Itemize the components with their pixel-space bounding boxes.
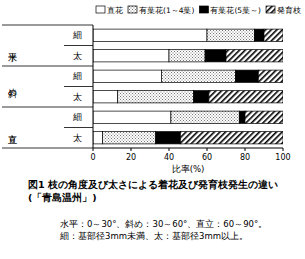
legend-label: 発育枝 <box>277 6 301 15</box>
bar-segment <box>209 91 283 103</box>
bar-segment <box>226 50 283 62</box>
x-tick-label: 100 <box>275 153 290 162</box>
bar-segment <box>180 132 283 144</box>
caption: 図1 枝の角度及び太さによる着花及び発育枝発生の違い(「青島温州」) <box>28 178 298 204</box>
x-axis-label: 比率(%) <box>172 164 205 174</box>
x-tick <box>283 148 284 151</box>
x-tick-label: 40 <box>164 153 174 162</box>
category-label: 太 <box>73 92 82 102</box>
bar-segment <box>161 70 235 82</box>
bar-segment <box>169 50 205 62</box>
bar-segment <box>93 111 171 123</box>
group-label: 直立 <box>6 135 15 144</box>
bar-segment <box>207 29 255 41</box>
legend-swatch <box>266 6 275 13</box>
group-separator <box>2 25 93 26</box>
bar-segment <box>171 111 239 123</box>
x-tick <box>169 148 170 151</box>
notes: 水平：0～30°、斜め：30～60°、直立：60～90°。細：基部径3mm未満、… <box>60 218 305 242</box>
bar-segment <box>205 50 226 62</box>
bar-segment <box>245 111 283 123</box>
bar-segment <box>93 29 207 41</box>
category-separator <box>64 86 93 87</box>
category-label: 太 <box>73 133 82 143</box>
annotation: 水平：0～30°、斜め：30～60°、直立：60～90°。 <box>60 218 305 230</box>
x-tick-label: 20 <box>126 153 136 162</box>
legend-label: 直花 <box>107 6 123 15</box>
legend-label: 有葉花(1～4葉) <box>139 6 194 15</box>
bar-segment <box>156 132 181 144</box>
group-separator <box>2 107 93 108</box>
group-label: 斜め <box>6 82 17 99</box>
bar-segment <box>93 91 118 103</box>
category-label: 細 <box>72 112 82 122</box>
chart: 直花 有葉花(1～4葉) 有葉花(5葉～) 発育枝 0 20 40 60 80 100 比率(%) 細… <box>0 0 305 176</box>
legend-swatch <box>199 6 208 13</box>
bar-segment <box>194 91 209 103</box>
bar-segment <box>93 70 161 82</box>
x-tick-label: 80 <box>240 153 250 162</box>
category-separator <box>64 45 93 46</box>
category-label: 細 <box>72 30 82 40</box>
group-label: 水平 <box>6 53 15 63</box>
x-axis <box>93 148 283 149</box>
group-separator <box>2 148 93 149</box>
bar-segment <box>236 70 259 82</box>
legend: 直花 有葉花(1～4葉) 有葉花(5葉～) 発育枝 <box>96 6 301 15</box>
bar-segment <box>239 111 245 123</box>
bar-segment <box>255 29 265 41</box>
category-label: 太 <box>73 51 82 61</box>
x-tick-label: 0 <box>90 153 95 162</box>
bar-segment <box>103 132 156 144</box>
bar-segment <box>93 50 169 62</box>
bar-segment <box>264 29 283 41</box>
category-label: 細 <box>72 71 82 81</box>
annotation: 細：基部径3mm未満、太：基部径3mm以上。 <box>60 230 305 242</box>
bar-segment <box>93 132 103 144</box>
bars <box>93 29 283 144</box>
x-tick-label: 60 <box>202 153 212 162</box>
legend-swatch <box>96 6 105 13</box>
x-tick <box>131 148 132 151</box>
x-tick <box>207 148 208 151</box>
category-separator <box>64 127 93 128</box>
legend-swatch <box>128 6 137 13</box>
legend-label: 有葉花(5葉～) <box>210 6 261 15</box>
bar-segment <box>118 91 194 103</box>
bar-segment <box>258 70 283 82</box>
x-tick <box>93 148 94 151</box>
x-tick <box>245 148 246 151</box>
group-separator <box>2 66 93 67</box>
